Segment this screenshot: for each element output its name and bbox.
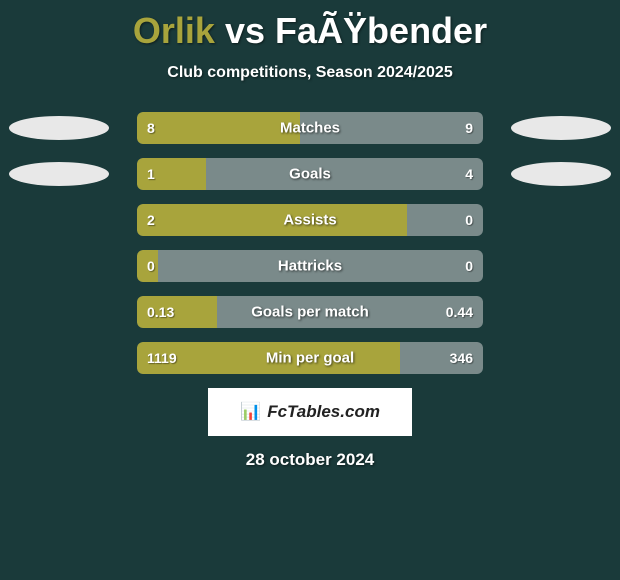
stat-row: 0.130.44Goals per match	[0, 296, 620, 328]
watermark: 📊 FcTables.com	[208, 388, 412, 436]
comparison-title: Orlik vs FaÃŸbender	[0, 0, 620, 52]
date-label: 28 october 2024	[0, 450, 620, 470]
stat-label: Min per goal	[266, 350, 354, 367]
stat-bar: 20 Assists	[137, 204, 483, 236]
stat-bar-left: 1	[137, 158, 206, 190]
player-left-name: Orlik	[133, 10, 215, 51]
stat-bar: 0.130.44Goals per match	[137, 296, 483, 328]
stat-bar-right: 346	[400, 342, 483, 374]
stat-row: 00Hattricks	[0, 250, 620, 282]
vs-text: vs	[225, 10, 265, 51]
oval-placeholder	[9, 208, 109, 232]
stat-label: Assists	[283, 212, 336, 229]
stat-bar: 89Matches	[137, 112, 483, 144]
watermark-text: FcTables.com	[267, 402, 380, 422]
watermark-icon: 📊	[240, 402, 261, 422]
oval-placeholder	[9, 346, 109, 370]
stat-bar-right: 0	[407, 204, 483, 236]
stat-row: 20 Assists	[0, 204, 620, 236]
player-left-oval	[9, 116, 109, 140]
oval-placeholder	[511, 254, 611, 278]
subtitle: Club competitions, Season 2024/2025	[0, 64, 620, 82]
stat-bar-left: 0.13	[137, 296, 217, 328]
stats-chart: 89Matches14Goals20Assists00Hattricks0.13…	[0, 112, 620, 374]
oval-placeholder	[511, 208, 611, 232]
stat-label: Hattricks	[278, 258, 342, 275]
oval-placeholder	[9, 254, 109, 278]
stat-label: Matches	[280, 120, 340, 137]
stat-bar: 14Goals	[137, 158, 483, 190]
oval-placeholder	[511, 300, 611, 324]
player-left-oval	[9, 162, 109, 186]
stat-label: Goals per match	[251, 304, 369, 321]
stat-row: 89Matches	[0, 112, 620, 144]
player-right-name: FaÃŸbender	[275, 10, 487, 51]
stat-label: Goals	[289, 166, 331, 183]
stat-bar-left: 0	[137, 250, 158, 282]
stat-row: 14Goals	[0, 158, 620, 190]
stat-bar: 1119346Min per goal	[137, 342, 483, 374]
stat-row: 1119346Min per goal	[0, 342, 620, 374]
player-right-oval	[511, 116, 611, 140]
stat-bar: 00Hattricks	[137, 250, 483, 282]
oval-placeholder	[9, 300, 109, 324]
player-right-oval	[511, 162, 611, 186]
stat-bar-left: 8	[137, 112, 300, 144]
stat-bar-right: 4	[206, 158, 483, 190]
stat-bar-left: 2	[137, 204, 407, 236]
oval-placeholder	[511, 346, 611, 370]
